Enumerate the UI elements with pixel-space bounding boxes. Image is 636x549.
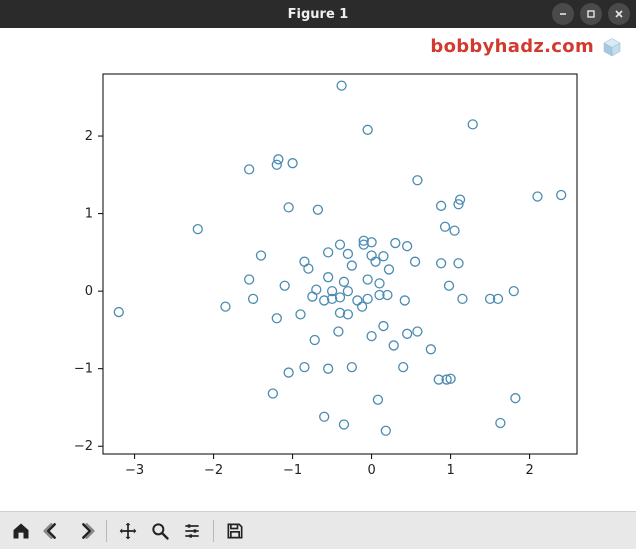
- toolbar-separator: [213, 520, 214, 542]
- configure-icon: [182, 521, 202, 541]
- home-icon: [11, 521, 31, 541]
- ytick-label: 0: [85, 284, 93, 299]
- forward-button[interactable]: [70, 516, 100, 546]
- pan-button[interactable]: [113, 516, 143, 546]
- home-button[interactable]: [6, 516, 36, 546]
- zoom-button[interactable]: [145, 516, 175, 546]
- window-close-button[interactable]: [608, 3, 630, 25]
- xtick-label: 0: [367, 463, 375, 478]
- xtick-label: 1: [446, 463, 454, 478]
- back-icon: [43, 521, 63, 541]
- forward-icon: [75, 521, 95, 541]
- window-title: Figure 1: [288, 7, 349, 22]
- plot-area: −3 −2 −1 0 1 2 −2 −1 0 1 2: [0, 56, 636, 507]
- window-titlebar: Figure 1: [0, 0, 636, 28]
- brand-watermark: bobbyhadz.com: [430, 36, 622, 57]
- toolbar-separator: [106, 520, 107, 542]
- matplotlib-toolbar: [0, 511, 636, 549]
- xtick-label: −1: [283, 463, 302, 478]
- xtick-label: 2: [525, 463, 533, 478]
- window-maximize-button[interactable]: [580, 3, 602, 25]
- scatter-chart: −3 −2 −1 0 1 2 −2 −1 0 1 2: [8, 56, 628, 496]
- xtick-label: −2: [204, 463, 223, 478]
- back-button[interactable]: [38, 516, 68, 546]
- window-minimize-button[interactable]: [552, 3, 574, 25]
- cube-icon: [602, 37, 622, 57]
- ytick-label: 2: [85, 129, 93, 144]
- save-icon: [225, 521, 245, 541]
- xtick-label: −3: [125, 463, 144, 478]
- axes-frame: [103, 74, 577, 454]
- ytick-label: −1: [74, 362, 93, 377]
- pan-icon: [118, 521, 138, 541]
- ytick-label: −2: [74, 439, 93, 454]
- ytick-label: 1: [85, 207, 93, 222]
- zoom-icon: [150, 521, 170, 541]
- save-button[interactable]: [220, 516, 250, 546]
- configure-button[interactable]: [177, 516, 207, 546]
- brand-text: bobbyhadz.com: [430, 36, 594, 57]
